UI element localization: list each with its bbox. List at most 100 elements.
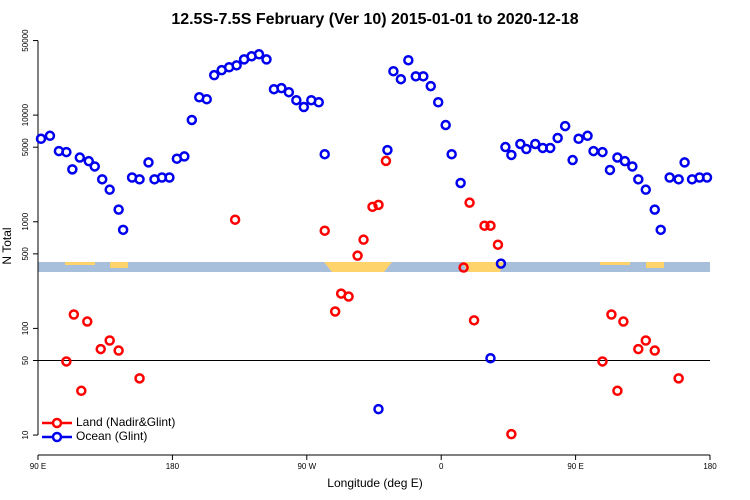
point — [582, 130, 593, 142]
point — [701, 172, 713, 183]
point — [95, 343, 106, 355]
point — [89, 161, 100, 172]
land-mask-strip — [38, 262, 710, 272]
point — [319, 148, 330, 160]
point — [117, 224, 129, 236]
point — [559, 120, 571, 132]
point — [468, 315, 480, 326]
point — [367, 201, 378, 213]
point — [61, 146, 72, 158]
point — [649, 204, 660, 215]
point — [35, 133, 47, 145]
point — [673, 174, 684, 185]
point — [113, 204, 124, 215]
point — [283, 86, 295, 98]
point — [619, 155, 631, 167]
y-tick-label: 1000 — [21, 212, 30, 230]
point — [261, 54, 272, 65]
legend-marker — [51, 431, 63, 443]
x-tick-label: 180 — [703, 462, 717, 471]
point — [492, 239, 504, 250]
legend-label: Land (Nadir&Glint) — [76, 415, 175, 429]
point — [382, 144, 393, 156]
point — [208, 69, 220, 81]
point — [343, 291, 354, 302]
point — [485, 220, 496, 231]
x-axis-title: Longitude (deg E) — [327, 476, 422, 490]
x-tick-label: 180 — [166, 462, 180, 471]
point — [627, 161, 638, 172]
point — [313, 96, 324, 108]
point — [319, 225, 330, 236]
point — [432, 96, 444, 108]
point — [464, 197, 475, 208]
point — [567, 154, 578, 166]
point — [606, 309, 617, 320]
y-axis-title: N Total — [0, 227, 14, 264]
x-tick-label: 90 E — [30, 462, 46, 471]
point — [664, 172, 675, 183]
y-tick-label: 10 — [21, 430, 30, 439]
point — [96, 174, 108, 185]
point — [104, 184, 115, 195]
point — [44, 130, 56, 142]
point — [612, 385, 623, 397]
point — [455, 177, 466, 189]
point — [291, 94, 302, 106]
point — [573, 133, 584, 145]
point — [544, 142, 556, 154]
point — [373, 403, 384, 415]
point — [113, 345, 124, 356]
point — [500, 141, 511, 153]
point — [83, 155, 95, 167]
point — [588, 145, 599, 157]
point — [655, 224, 666, 236]
point — [68, 309, 80, 320]
point — [515, 138, 526, 150]
point — [479, 220, 490, 231]
legend-marker — [51, 417, 63, 429]
legend-label: Ocean (Glint) — [76, 429, 147, 443]
point — [74, 152, 86, 163]
chart-title: 12.5S-7.5S February (Ver 10) 2015-01-01 … — [171, 11, 578, 28]
x-tick-label: 90 E — [567, 462, 583, 471]
point — [640, 335, 652, 346]
point — [552, 132, 563, 144]
point — [679, 157, 690, 168]
point — [82, 316, 93, 327]
point — [597, 356, 608, 367]
point — [201, 93, 212, 105]
point — [253, 49, 265, 60]
point — [440, 119, 451, 131]
point — [143, 157, 154, 168]
point — [673, 373, 684, 384]
point — [164, 172, 175, 183]
point — [649, 345, 660, 356]
point — [425, 80, 436, 92]
point — [298, 101, 310, 113]
y-tick-label: 5000 — [21, 138, 30, 156]
point — [134, 174, 145, 185]
point — [179, 151, 190, 162]
point — [276, 82, 287, 94]
point — [597, 146, 608, 158]
point — [352, 250, 363, 261]
point — [604, 164, 616, 176]
point — [458, 262, 469, 273]
x-tick-label: 0 — [439, 462, 444, 471]
point — [521, 143, 532, 155]
point — [633, 343, 644, 355]
point — [633, 174, 644, 185]
point — [67, 164, 78, 175]
point — [395, 73, 407, 85]
point — [403, 54, 414, 66]
point — [373, 199, 384, 211]
point — [388, 65, 399, 77]
point — [618, 316, 629, 327]
point — [506, 428, 517, 440]
point — [104, 335, 115, 346]
point — [229, 214, 241, 225]
point — [506, 149, 517, 161]
y-tick-label: 100 — [21, 321, 30, 335]
